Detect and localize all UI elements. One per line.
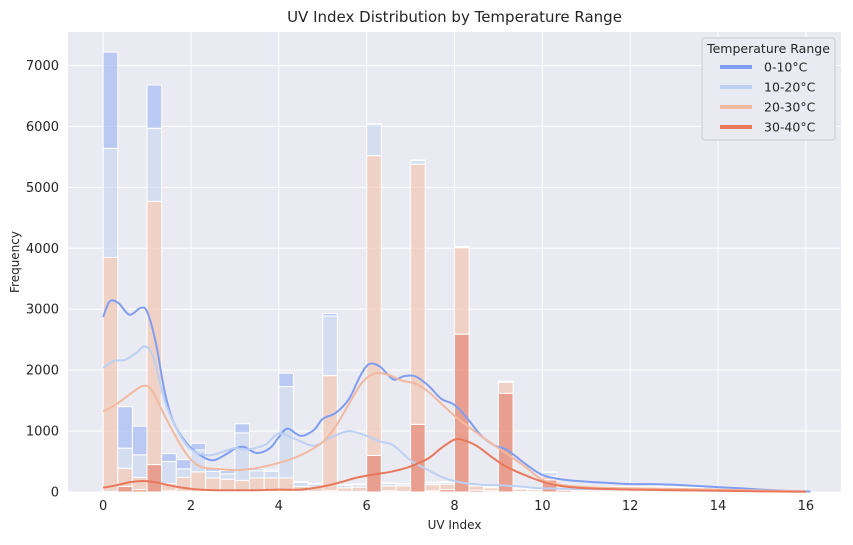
y-tick-label: 4000 — [26, 242, 59, 257]
bar-0-10-c — [455, 246, 470, 247]
bar-0-10-c — [293, 482, 308, 483]
bar-0-10-c — [118, 407, 133, 448]
bar-0-10-c — [279, 373, 294, 386]
bar-0-10-c — [689, 487, 704, 488]
y-tick-label: 2000 — [26, 364, 59, 379]
bar-20-30-c — [103, 257, 118, 491]
bar-0-10-c — [659, 487, 674, 488]
chart-title: UV Index Distribution by Temperature Ran… — [287, 8, 622, 26]
bar-10-20-c — [264, 471, 279, 478]
bar-0-10-c — [630, 487, 645, 488]
x-tick-label: 10 — [534, 499, 551, 514]
y-tick-label: 5000 — [26, 181, 59, 196]
bar-0-10-c — [220, 471, 235, 474]
bar-20-30-c — [440, 484, 455, 489]
bar-0-10-c — [103, 52, 118, 148]
bar-10-20-c — [250, 471, 265, 478]
bar-20-30-c — [425, 485, 440, 491]
bar-0-10-c — [616, 487, 631, 488]
bar-0-10-c — [484, 487, 499, 488]
bar-10-20-c — [132, 455, 147, 478]
bar-0-10-c — [162, 454, 177, 462]
legend-title: Temperature Range — [706, 41, 830, 56]
bar-10-20-c — [367, 125, 382, 156]
bar-0-10-c — [147, 85, 162, 128]
y-tick-label: 1000 — [26, 425, 59, 440]
bar-10-20-c — [103, 148, 118, 257]
x-tick-label: 16 — [798, 499, 815, 514]
y-tick-label: 0 — [51, 486, 59, 501]
bar-0-10-c — [425, 482, 440, 483]
x-tick-label: 14 — [710, 499, 727, 514]
legend-label: 30-40°C — [764, 120, 816, 135]
bar-0-10-c — [645, 487, 660, 488]
legend-label: 20-30°C — [764, 100, 816, 115]
x-tick-label: 2 — [187, 499, 195, 514]
bar-10-20-c — [235, 433, 250, 481]
bar-10-20-c — [293, 482, 308, 486]
bar-10-20-c — [411, 161, 426, 165]
bar-20-30-c — [132, 477, 147, 489]
bar-20-30-c — [469, 486, 484, 490]
bar-0-10-c — [498, 381, 513, 382]
bar-0-10-c — [337, 485, 352, 486]
bar-0-10-c — [440, 482, 455, 483]
bar-0-10-c — [542, 472, 557, 473]
y-tick-label: 6000 — [26, 120, 59, 135]
bar-0-10-c — [381, 483, 396, 484]
bar-0-10-c — [308, 483, 323, 484]
bar-10-20-c — [279, 387, 294, 478]
bar-20-30-c — [337, 488, 352, 492]
bar-20-30-c — [381, 486, 396, 491]
x-tick-label: 12 — [622, 499, 639, 514]
bar-10-20-c — [323, 316, 338, 376]
bar-20-30-c — [352, 487, 367, 491]
bar-20-30-c — [498, 382, 513, 393]
bar-0-10-c — [396, 483, 411, 484]
x-tick-label: 0 — [99, 499, 107, 514]
bar-0-10-c — [674, 487, 689, 488]
x-tick-label: 6 — [363, 499, 371, 514]
legend-label: 0-10°C — [764, 60, 808, 75]
bar-0-10-c — [352, 484, 367, 485]
bar-30-40-c — [147, 465, 162, 492]
bar-0-10-c — [411, 160, 426, 161]
bar-30-40-c — [498, 393, 513, 492]
y-tick-label: 7000 — [26, 59, 59, 74]
bar-20-30-c — [367, 156, 382, 456]
y-axis-label: Frequency — [8, 231, 22, 293]
bar-10-20-c — [176, 469, 191, 478]
bar-10-20-c — [220, 474, 235, 479]
x-axis-label: UV Index — [428, 518, 482, 532]
y-tick-label: 3000 — [26, 303, 59, 318]
bar-20-30-c — [396, 486, 411, 491]
x-tick-label: 8 — [450, 499, 458, 514]
bar-20-30-c — [455, 248, 470, 335]
legend: Temperature Range 0-10°C 10-20°C 20-30°C 30… — [702, 38, 835, 140]
x-axis-ticks: 0 2 4 6 8 10 12 14 16 — [99, 499, 814, 514]
bar-10-20-c — [118, 448, 133, 468]
y-axis-ticks: 0 1000 2000 3000 4000 5000 6000 7000 — [26, 59, 59, 500]
bar-0-10-c — [367, 123, 382, 124]
bar-30-40-c — [118, 487, 133, 492]
bar-0-10-c — [176, 460, 191, 469]
bar-0-10-c — [323, 313, 338, 315]
legend-label: 10-20°C — [764, 80, 816, 95]
bar-10-20-c — [162, 462, 177, 484]
bar-0-10-c — [132, 426, 147, 455]
bar-10-20-c — [206, 471, 221, 478]
bar-0-10-c — [235, 424, 250, 433]
bar-10-20-c — [147, 128, 162, 201]
x-tick-label: 4 — [275, 499, 283, 514]
bar-0-10-c — [264, 470, 279, 471]
bar-30-40-c — [411, 424, 426, 492]
